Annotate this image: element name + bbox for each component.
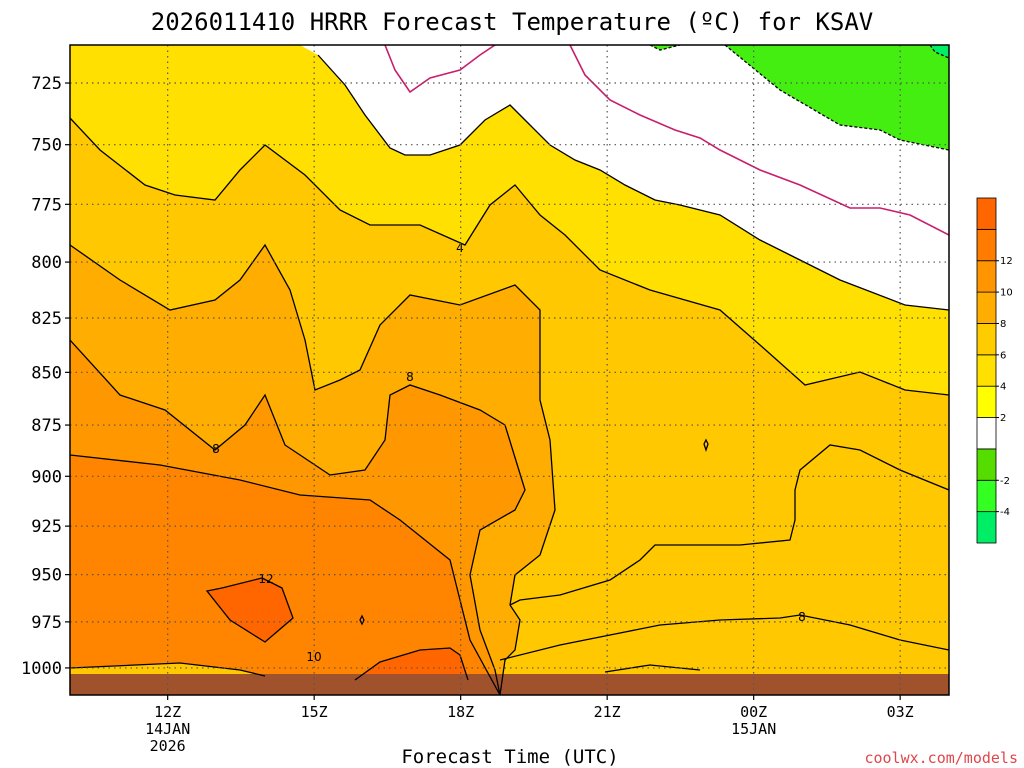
y-axis: 725 750 775 800 825 850 875 900 925 950 975 1000 bbox=[21, 74, 70, 679]
x-axis-title: Forecast Time (UTC) bbox=[401, 746, 618, 768]
x-tick-label: 18Z bbox=[447, 703, 474, 721]
y-tick-label: 950 bbox=[31, 566, 62, 586]
x-date-label: 15JAN bbox=[731, 720, 776, 738]
colorbar-swatch bbox=[976, 385, 997, 418]
y-tick-label: 725 bbox=[31, 74, 62, 94]
x-date-label: 2026 bbox=[150, 737, 186, 755]
band-green-neg4 bbox=[930, 45, 949, 58]
x-tick-label: 15Z bbox=[301, 703, 328, 721]
contour-label: 12 bbox=[258, 572, 273, 586]
colorbar-swatch bbox=[976, 323, 997, 356]
colorbar-label: -4 bbox=[1000, 507, 1010, 518]
colorbar-label: 2 bbox=[1000, 413, 1006, 424]
colorbar-swatch bbox=[976, 197, 997, 230]
credit-text: coolwx.com/models bbox=[864, 749, 1018, 767]
y-tick-label: 875 bbox=[31, 416, 62, 436]
contour-label: 8 bbox=[406, 370, 414, 384]
colorbar-label: 8 bbox=[1000, 319, 1006, 330]
y-tick-label: 1000 bbox=[21, 659, 62, 679]
temperature-field bbox=[70, 45, 949, 695]
y-tick-label: 800 bbox=[31, 253, 62, 273]
x-tick-label: 03Z bbox=[887, 703, 914, 721]
colorbar-label: -2 bbox=[1000, 476, 1010, 487]
colorbar-label: 10 bbox=[1000, 288, 1013, 299]
grid-lines bbox=[70, 45, 949, 695]
x-tick-label: 21Z bbox=[594, 703, 621, 721]
contour-label: 8 bbox=[798, 610, 806, 624]
x-date-label: 14JAN bbox=[145, 720, 190, 738]
colorbar: -4 -2 2 4 6 8 10 12 bbox=[976, 197, 1013, 544]
y-tick-label: 900 bbox=[31, 467, 62, 487]
plot-frame bbox=[69, 44, 950, 696]
contour-labels: 4 8 8 8 12 10 bbox=[212, 241, 806, 664]
colorbar-swatch bbox=[976, 417, 997, 450]
y-tick-label: 850 bbox=[31, 363, 62, 383]
colorbar-swatch bbox=[976, 228, 997, 262]
colorbar-swatch bbox=[976, 354, 997, 387]
colorbar-label: 12 bbox=[1000, 256, 1013, 267]
contour-label: 8 bbox=[212, 442, 220, 456]
y-tick-label: 825 bbox=[31, 309, 62, 329]
contour-label: 4 bbox=[456, 241, 464, 255]
colorbar-swatch bbox=[976, 479, 997, 513]
contour-lines bbox=[70, 45, 949, 695]
band-white-0 bbox=[300, 45, 949, 310]
y-tick-label: 925 bbox=[31, 517, 62, 537]
band-darkorange-12 bbox=[207, 578, 293, 642]
colorbar-swatch bbox=[976, 448, 997, 481]
band-green-neg2 bbox=[650, 45, 949, 150]
y-tick-label: 975 bbox=[31, 613, 62, 633]
x-tick-label: 00Z bbox=[740, 703, 767, 721]
colorbar-label: 4 bbox=[1000, 382, 1006, 393]
colorbar-swatch bbox=[976, 511, 997, 544]
colorbar-label: 6 bbox=[1000, 350, 1006, 361]
y-tick-label: 750 bbox=[31, 136, 62, 156]
colorbar-swatch bbox=[976, 291, 997, 324]
x-tick-label: 12Z bbox=[154, 703, 181, 721]
ground-surface bbox=[70, 674, 949, 695]
colorbar-swatch bbox=[976, 260, 997, 293]
y-tick-label: 775 bbox=[31, 195, 62, 215]
band-darkorange-12b bbox=[355, 648, 468, 680]
chart-title: 2026011410 HRRR Forecast Temperature (ºC… bbox=[151, 8, 873, 36]
